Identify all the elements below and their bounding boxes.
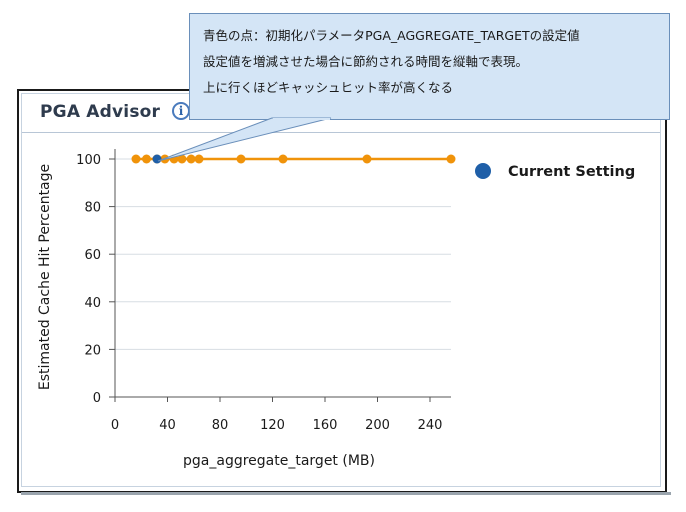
data-point-0-9 (278, 154, 288, 164)
x-tick-label-120: 120 (260, 418, 285, 433)
annotation-callout: 青色の点：初期化パラメータPGA_AGGREGATE_TARGETの設定値 設定… (189, 13, 670, 120)
x-tick-label-80: 80 (212, 418, 229, 433)
x-axis-label: pga_aggregate_target (MB) (183, 453, 375, 469)
data-point-0-0 (131, 154, 141, 164)
data-point-0-6 (186, 154, 196, 164)
y-axis-label: Estimated Cache Hit Percentage (37, 164, 53, 390)
x-tick-label-160: 160 (313, 418, 338, 433)
legend-current-setting-marker (475, 163, 491, 179)
panel-shadow (21, 492, 671, 495)
y-tick-label-20: 20 (84, 343, 101, 358)
panel-title: PGA Advisor (40, 102, 161, 122)
data-point-0-10 (362, 154, 372, 164)
current-setting-point (152, 154, 162, 164)
y-tick-label-80: 80 (84, 201, 101, 216)
chart-series (131, 154, 456, 164)
data-point-0-1 (142, 154, 151, 164)
y-tick-label-0: 0 (93, 391, 101, 406)
data-point-0-11 (446, 154, 456, 164)
chart-tick-labels: 0 20 40 60 80 100 0 40 80 120 160 200 240 (76, 153, 442, 433)
callout-line-3: 上に行くほどキャッシュヒット率が高くなる (203, 80, 454, 95)
callout-line-1: 青色の点：初期化パラメータPGA_AGGREGATE_TARGETの設定値 (203, 28, 580, 43)
legend-current-setting-label: Current Setting (508, 164, 635, 180)
y-tick-label-100: 100 (76, 153, 101, 168)
x-tick-label-200: 200 (365, 418, 390, 433)
data-point-0-7 (194, 154, 204, 164)
y-tick-label-40: 40 (84, 296, 101, 311)
data-point-0-5 (177, 154, 187, 164)
chart-axes (109, 149, 451, 402)
y-tick-label-60: 60 (84, 248, 101, 263)
legend: Current Setting (475, 163, 635, 180)
x-tick-label-240: 240 (418, 418, 443, 433)
x-tick-label-40: 40 (159, 418, 176, 433)
data-point-0-8 (236, 154, 246, 164)
callout-line-2: 設定値を増減させた場合に節約される時間を縦軸で表現。 (203, 54, 529, 69)
x-tick-label-0: 0 (111, 418, 119, 433)
info-icon[interactable]: i (172, 102, 190, 120)
